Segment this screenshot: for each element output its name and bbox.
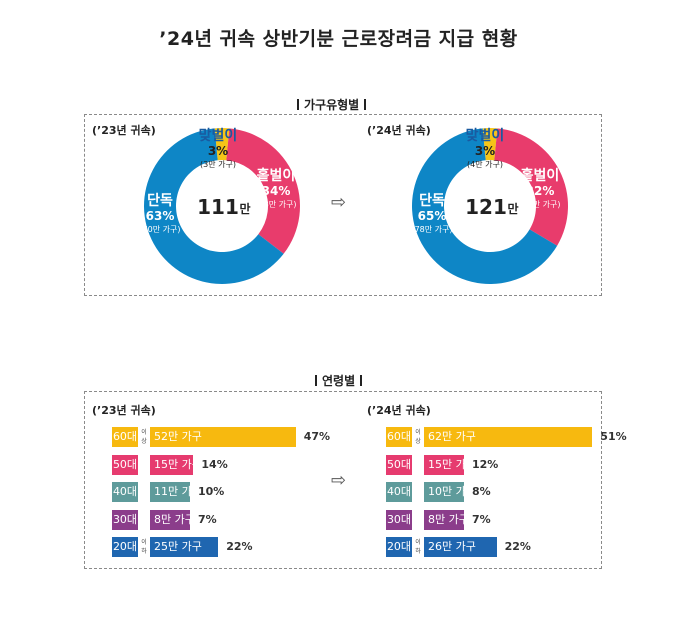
age-category-label: 20대 — [112, 537, 138, 557]
age-row: 50대 15만 가구 12% — [386, 454, 606, 475]
age-bar — [424, 509, 464, 530]
age-bar-households-label: 15만 가구 — [428, 457, 476, 471]
page-title: ’24년 귀속 상반기분 근로장려금 지급 현황 — [159, 28, 518, 50]
age-box — [84, 391, 602, 569]
donut-label-name-0-1: 홑벌이 — [257, 167, 296, 184]
donut-slice-1-1 — [494, 128, 568, 246]
donut-label-name-0-0: 맞벌이 — [199, 127, 238, 144]
donut-total-1: 121 — [465, 195, 507, 219]
donut-slice-1-0 — [482, 127, 498, 161]
age-category-label: 40대 — [386, 482, 412, 502]
age-bar-percent-label: 51% — [600, 430, 627, 443]
donut-label-count-1-1: (39만 가구) — [519, 200, 560, 209]
donut-label-name-0-2: 단독 — [147, 192, 173, 209]
age-category-label: 50대 — [112, 454, 138, 475]
age-bar-percent-label: 10% — [198, 485, 225, 498]
donut-label-name-1-0: 맞벌이 — [466, 127, 505, 144]
age-bar-households-label: 8만 가구 — [154, 512, 195, 526]
age-bar-percent-label: 22% — [226, 540, 253, 553]
donut-label-percent-0-1: 34% — [262, 184, 291, 198]
age-bar — [150, 509, 190, 530]
age-row: 60대 이상 62만 가구 51% — [386, 427, 627, 447]
donut-label-count-0-0: (3만 가구) — [200, 160, 236, 169]
age-bar-households-label: 62만 가구 — [428, 430, 476, 443]
donut-label-name-1-1: 홑벌이 — [521, 167, 560, 184]
donut-total-0: 111 — [197, 195, 239, 219]
age-row: 30대 8만 가구 7% — [112, 509, 332, 530]
age-suffix-label: 이상 — [415, 429, 421, 445]
donut-label-percent-0-2: 63% — [146, 209, 175, 223]
age-bar — [150, 482, 190, 502]
age-section-label: 연령별 — [310, 372, 367, 389]
age-category-label: 50대 — [386, 454, 412, 475]
age-bar-households-label: 52만 가구 — [154, 430, 202, 443]
donut-label-percent-1-2: 65% — [418, 209, 447, 223]
age-panel-label-23: (’23년 귀속) — [92, 404, 156, 417]
age-bar — [424, 537, 497, 557]
age-suffix-label: 이하 — [415, 539, 421, 555]
donut-label-count-0-1: (38만 가구) — [255, 200, 296, 209]
age-bar-households-label: 26만 가구 — [428, 540, 476, 553]
age-bar-households-label: 15만 가구 — [154, 457, 202, 471]
age-bar — [424, 482, 464, 502]
household-panel-label-24: (’24년 귀속) — [367, 124, 431, 137]
donut-unit-0: 만 — [239, 201, 250, 216]
arrow-right-icon: ⇨ — [331, 192, 347, 213]
donut-slice-0-1 — [226, 128, 300, 254]
age-bar-percent-label: 14% — [201, 457, 228, 471]
age-suffix-label: 이하 — [141, 539, 147, 555]
age-bar — [150, 454, 194, 475]
age-bar-households-label: 25만 가구 — [154, 540, 202, 553]
household-box — [84, 114, 602, 296]
donut-label-count-1-0: (4만 가구) — [467, 160, 503, 169]
age-row: 40대 11만 가구 10% — [112, 482, 332, 502]
donut-unit-1: 만 — [507, 201, 518, 216]
age-row: 30대 8만 가구 7% — [386, 509, 606, 530]
donut-slice-0-0 — [214, 127, 230, 161]
household-section-label: 가구유형별 — [292, 96, 371, 113]
age-bar-percent-label: 7% — [472, 512, 491, 526]
age-category-label: 30대 — [112, 509, 138, 530]
age-category-label: 30대 — [386, 509, 412, 530]
donut-label-percent-1-0: 3% — [475, 144, 495, 158]
age-bar-percent-label: 7% — [198, 512, 217, 526]
age-category-label: 40대 — [112, 482, 138, 502]
age-category-label: 60대 — [112, 427, 138, 447]
age-bar-percent-label: 22% — [504, 540, 531, 553]
age-bar-households-label: 11만 가구 — [154, 485, 202, 498]
donut-slice-1-2 — [411, 128, 558, 284]
age-row: 50대 15만 가구 14% — [112, 454, 332, 475]
donut-label-percent-0-0: 3% — [208, 144, 228, 158]
age-bar-percent-label: 8% — [472, 485, 491, 498]
age-category-label: 20대 — [386, 537, 412, 557]
donut-label-percent-1-1: 32% — [526, 184, 555, 198]
age-panel-label-24: (’24년 귀속) — [367, 404, 431, 417]
age-category-label: 60대 — [386, 427, 412, 447]
age-bar-percent-label: 47% — [303, 430, 331, 443]
arrow-right-icon-age: ⇨ — [331, 470, 347, 491]
age-bar — [150, 537, 219, 557]
age-row: 20대 이하 26만 가구 22% — [386, 537, 606, 557]
age-bar-households-label: 10만 가구 — [428, 485, 476, 498]
age-row: 60대 이상 52만 가구 47% — [112, 427, 332, 447]
age-row: 40대 10만 가구 8% — [386, 482, 606, 502]
age-bar-households-label: 8만 가구 — [428, 512, 469, 526]
age-suffix-label: 이상 — [141, 429, 147, 445]
donut-slice-0-2 — [144, 128, 284, 284]
household-panel-label-23: (’23년 귀속) — [92, 124, 156, 137]
age-bar — [150, 427, 296, 447]
donut-label-count-1-2: (78만 가구) — [411, 225, 452, 234]
age-bar-percent-label: 12% — [472, 457, 499, 471]
age-bar — [424, 454, 464, 475]
donut-label-count-0-2: (70만 가구) — [139, 225, 180, 234]
donut-label-name-1-2: 단독 — [419, 192, 445, 209]
age-row: 20대 이하 25만 가구 22% — [112, 537, 332, 557]
age-bar — [424, 427, 593, 447]
